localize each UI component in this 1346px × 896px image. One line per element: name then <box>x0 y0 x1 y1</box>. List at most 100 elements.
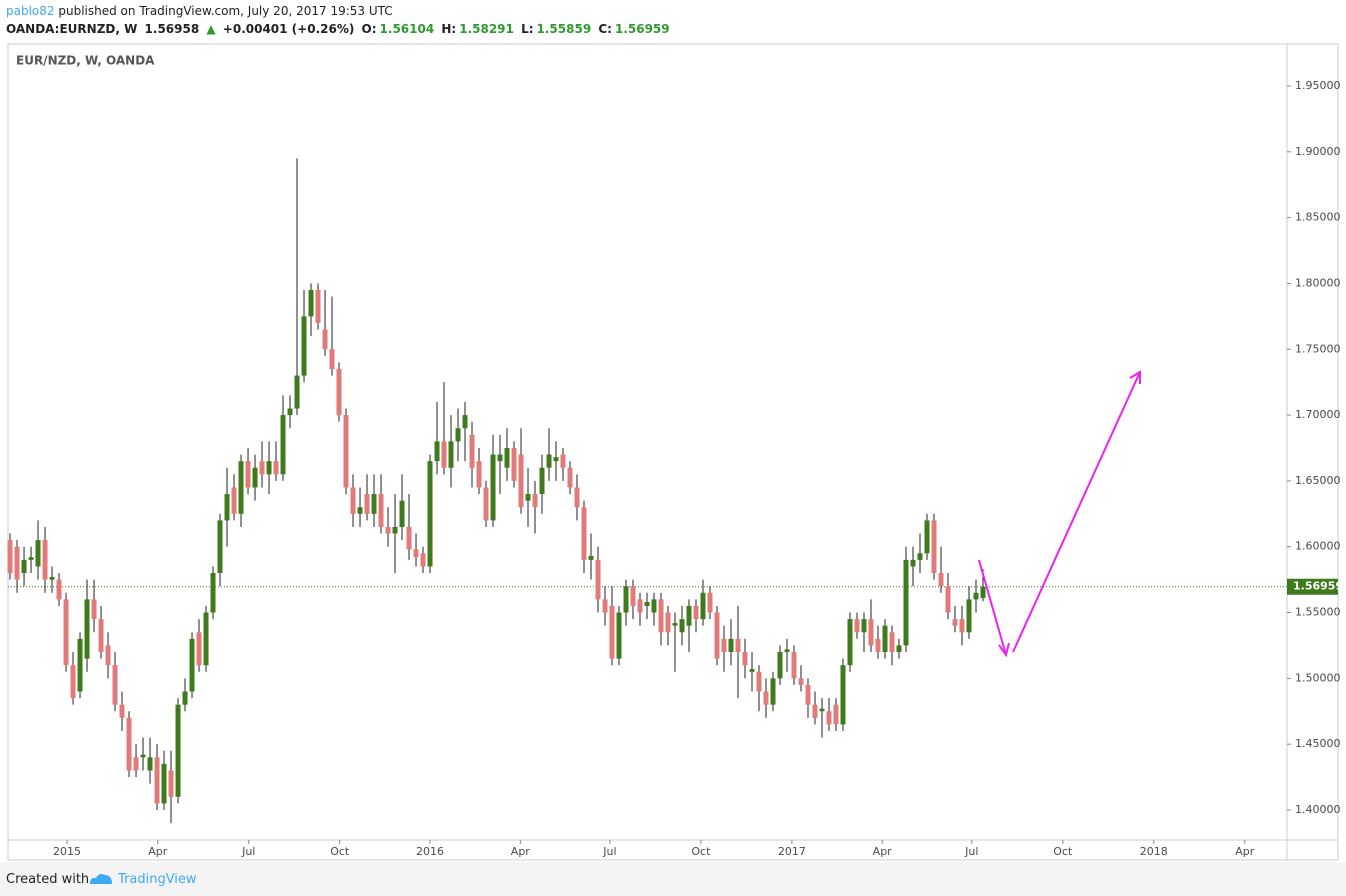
candle-body <box>931 520 937 574</box>
candle-body <box>882 625 888 653</box>
candle-body <box>637 599 643 613</box>
candle-body <box>455 428 461 442</box>
candle-body <box>511 447 517 481</box>
candle-body <box>644 602 650 606</box>
candle-body <box>602 599 608 613</box>
candle-body <box>497 454 503 462</box>
candle-body <box>427 461 433 567</box>
symbol: OANDA:EURNZD, W <box>6 22 138 36</box>
candle-body <box>378 494 384 527</box>
candle-body <box>28 557 34 560</box>
y-tick-label: 1.65000 <box>1295 474 1341 487</box>
candle-body <box>532 494 538 508</box>
y-tick-label: 1.80000 <box>1295 276 1341 289</box>
x-tick-label: 2016 <box>416 845 444 858</box>
y-tick-label: 1.85000 <box>1295 211 1341 224</box>
candle-body <box>889 632 895 653</box>
candle-body <box>812 704 818 718</box>
candle-body <box>847 619 853 666</box>
chart: EUR/NZD, W, OANDA 1.40000 1.45000 1.50000 1… <box>7 43 1343 861</box>
logo <box>90 874 112 884</box>
arrow: ▲ <box>206 22 216 36</box>
candle-body <box>273 461 279 475</box>
candle-body <box>567 467 573 488</box>
x-tick-label: Apr <box>873 845 893 858</box>
candle-body <box>854 619 860 633</box>
candle-body <box>980 586 986 599</box>
candle-body <box>819 708 825 712</box>
candle-body <box>742 652 748 666</box>
candle-body <box>70 665 76 699</box>
h: 1.58291 <box>459 22 514 36</box>
candle-body <box>245 461 251 488</box>
candle-body <box>966 599 972 633</box>
candle-body <box>210 573 216 613</box>
candle-body <box>154 757 160 804</box>
candle-body <box>490 454 496 521</box>
candle-body <box>749 669 755 672</box>
candle-body <box>287 408 293 416</box>
y-tick-label: 1.75000 <box>1295 342 1341 355</box>
candle-body <box>357 507 363 514</box>
y-tick-label: 1.60000 <box>1295 540 1341 553</box>
candle-body <box>259 461 265 475</box>
o: 1.56104 <box>379 22 435 36</box>
candle-body <box>700 592 706 620</box>
y-tick-label: 1.40000 <box>1295 803 1341 816</box>
candle-body <box>231 487 237 514</box>
last-price-tag <box>1287 578 1338 595</box>
candle-body <box>952 619 958 626</box>
last-price-label: 1.56959 <box>1293 580 1343 593</box>
candle-body <box>560 454 566 468</box>
y-tick-label: 1.45000 <box>1295 737 1341 750</box>
candle-body <box>406 526 412 550</box>
candle-body <box>924 520 930 554</box>
brand[interactable]: TradingView <box>118 872 197 887</box>
candle-body <box>623 586 629 613</box>
candle-body <box>98 619 104 653</box>
candle-body <box>392 526 398 534</box>
x-tick-label: Jul <box>964 845 978 858</box>
candle-body <box>168 770 174 797</box>
candle-body <box>399 500 405 527</box>
x-tick-label: Oct <box>691 845 711 858</box>
frame <box>7 43 1339 861</box>
candle-body <box>462 415 468 429</box>
candle-body <box>322 329 328 350</box>
candle-body <box>56 579 62 600</box>
candle-body <box>364 494 370 514</box>
user[interactable]: pablo82 <box>6 4 55 18</box>
y-tick-label: 1.95000 <box>1295 79 1341 92</box>
candle-body <box>413 549 419 558</box>
candle-body <box>777 652 783 679</box>
x-tick-label: Jul <box>241 845 255 858</box>
candle-body <box>371 494 377 514</box>
candle-body <box>686 605 692 626</box>
candle-body <box>868 619 874 646</box>
candle-body <box>861 619 867 633</box>
candle-body <box>539 467 545 495</box>
candle-body <box>875 638 881 653</box>
candle-body <box>315 290 321 323</box>
candle-body <box>581 507 587 560</box>
candle-body <box>21 559 27 574</box>
candle-body <box>119 704 125 718</box>
candle-body <box>784 649 790 653</box>
candle-body <box>728 638 734 653</box>
footer: Created with TradingView <box>0 862 1346 896</box>
candle-body <box>434 441 440 462</box>
candle-body <box>707 592 713 613</box>
candle-body <box>203 612 209 666</box>
price: 1.56958 <box>144 22 200 36</box>
created-with: Created with <box>6 872 90 887</box>
candle-body <box>217 520 223 574</box>
x-tick-label: Oct <box>1053 845 1073 858</box>
candle-body <box>308 290 314 317</box>
candle-body <box>735 638 741 653</box>
x-tick-label: Apr <box>148 845 168 858</box>
candle-body <box>756 671 762 692</box>
candle-body <box>945 586 951 613</box>
drawing-arrow-head <box>998 642 1010 658</box>
candle-body <box>588 555 594 560</box>
y-tick-label: 1.55000 <box>1295 606 1341 619</box>
